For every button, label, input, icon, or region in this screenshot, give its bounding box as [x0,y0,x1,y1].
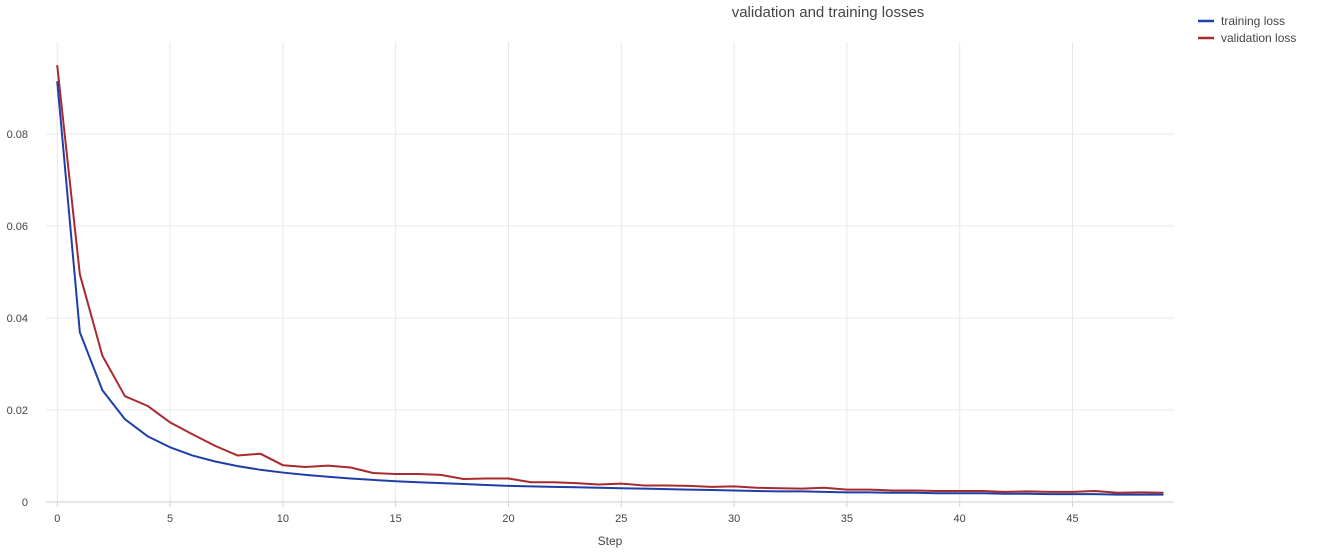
y-tick-label: 0.04 [7,313,28,325]
series-line-training-loss [56,81,1164,496]
y-tick-label: 0.08 [7,129,28,141]
x-tick-label: 40 [954,513,966,525]
x-tick-label: 20 [502,513,514,525]
series-line-validation-loss [56,64,1164,494]
x-tick-label: 45 [1066,513,1078,525]
y-tick-label: 0.02 [7,405,28,417]
x-tick-label: 35 [841,513,853,525]
x-tick-label: 25 [615,513,627,525]
y-tick-label: 0.06 [7,221,28,233]
tick-labels: 0 5 10 15 20 25 30 35 40 45 0 0.02 0.04 0.06 0.08 [7,129,1079,525]
legend: training loss validation loss [1198,14,1296,45]
grid-lines [46,42,1174,502]
x-tick-label: 5 [167,513,173,525]
x-axis-title: Step [598,534,623,548]
legend-label: validation loss [1221,31,1296,45]
x-tick-label: 10 [277,513,289,525]
y-tick-label: 0 [22,497,28,509]
legend-label: training loss [1221,14,1285,28]
chart-title: validation and training losses [732,4,925,21]
x-tick-label: 15 [390,513,402,525]
series-lines [56,64,1164,496]
x-tick-label: 30 [728,513,740,525]
x-tick-label: 0 [54,513,60,525]
